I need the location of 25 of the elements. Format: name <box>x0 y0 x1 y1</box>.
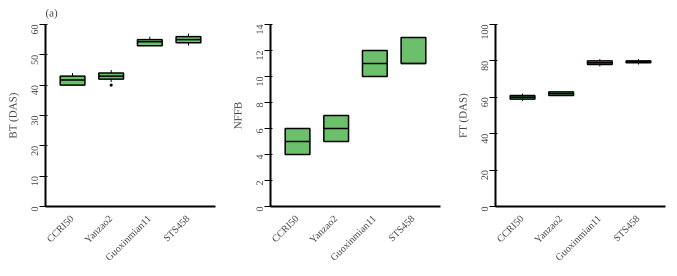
y-tick-label: 80 <box>480 60 491 71</box>
y-tick-label: 40 <box>30 85 41 96</box>
y-tick-label: 60 <box>480 97 491 108</box>
text: (a) <box>46 8 58 20</box>
y-tick-label: 20 <box>480 170 491 180</box>
y-tick-label: 0 <box>30 206 41 212</box>
y-tick-label: 6 <box>255 128 266 134</box>
y-tick-label: 50 <box>30 54 41 65</box>
y-tick-label: 20 <box>30 146 41 156</box>
y-tick-label: 30 <box>30 116 41 126</box>
y-tick-label: 8 <box>255 102 266 108</box>
y-tick-label: 14 <box>255 24 266 34</box>
y-tick-label: 0 <box>480 206 491 212</box>
y-tick-label: 12 <box>255 50 266 60</box>
y-axis-title: NFFB <box>232 102 244 130</box>
y-tick-label: 4 <box>255 154 266 160</box>
y-tick-label: 2 <box>255 180 266 186</box>
y-tick-label: 60 <box>30 24 41 34</box>
y-axis-title: FT (DAS) <box>458 92 470 138</box>
y-tick-label: 40 <box>480 134 491 144</box>
y-tick-label: 10 <box>255 76 266 86</box>
y-tick-label: 100 <box>480 24 491 40</box>
y-tick-label: 10 <box>30 176 41 186</box>
y-tick-label: 0 <box>255 206 266 212</box>
y-axis-title: BT (DAS) <box>8 92 20 139</box>
